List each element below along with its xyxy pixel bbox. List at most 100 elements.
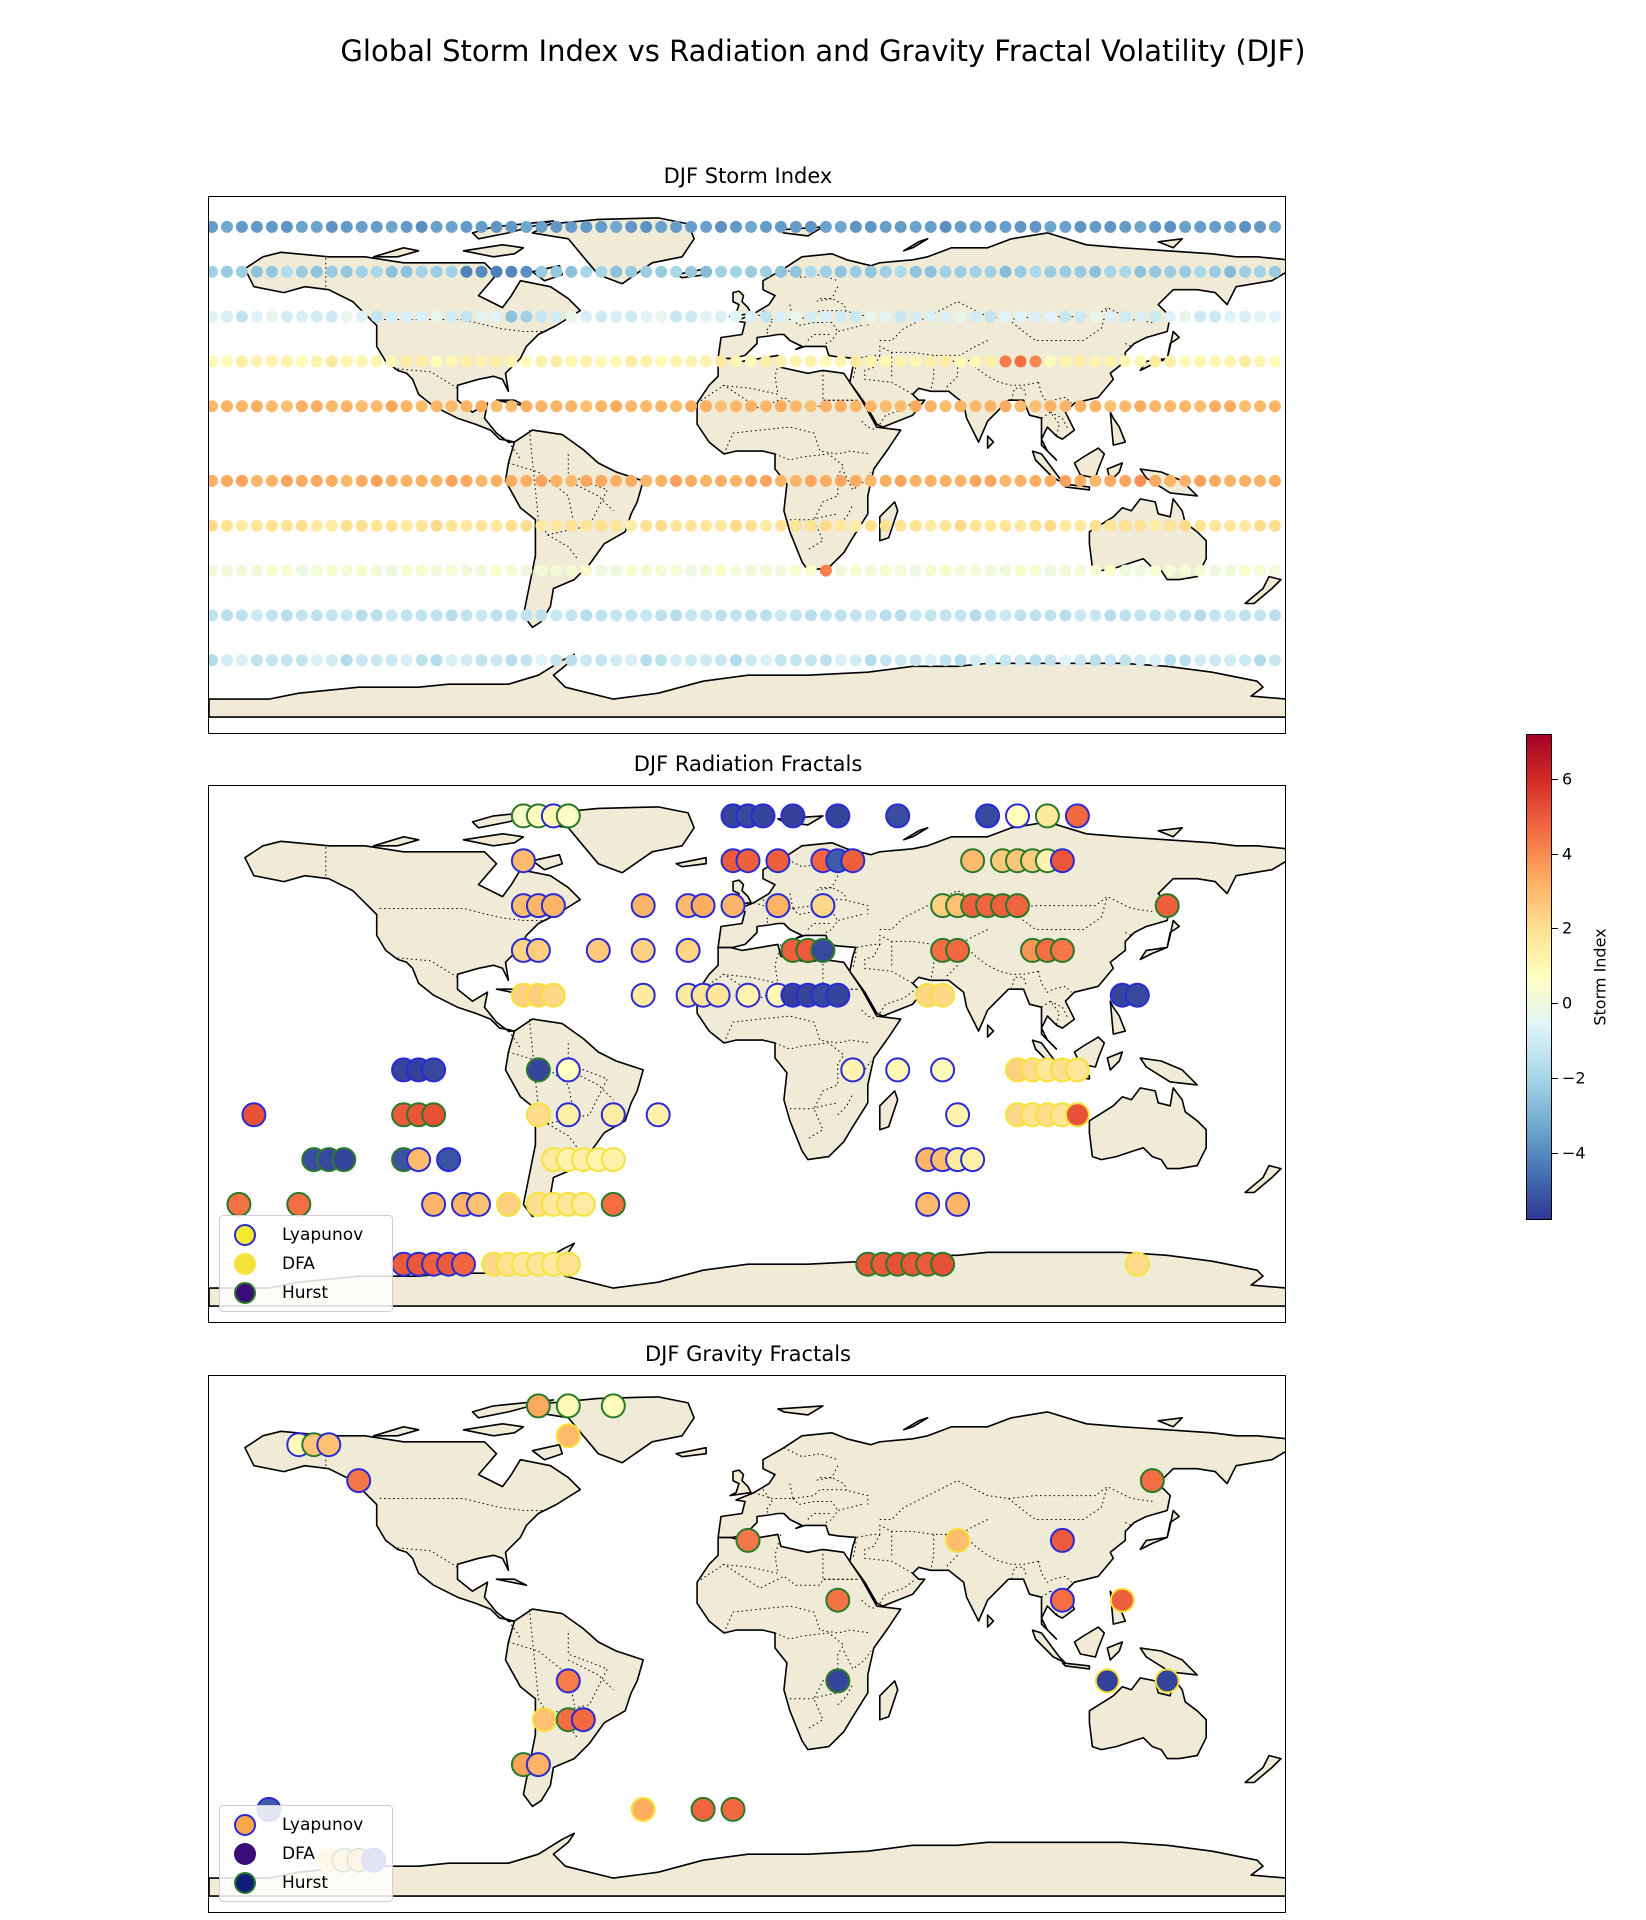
fractal-point (600, 1147, 626, 1173)
storm-point (1089, 355, 1102, 368)
storm-point (235, 564, 248, 577)
storm-point (864, 310, 877, 323)
storm-point (1209, 519, 1222, 532)
storm-point (804, 654, 817, 667)
storm-point (1044, 474, 1057, 487)
storm-point (834, 519, 847, 532)
storm-point (760, 310, 772, 323)
storm-point (700, 310, 713, 323)
storm-point (939, 265, 952, 278)
storm-point (1194, 564, 1207, 577)
fractal-point (765, 848, 791, 874)
country-border (843, 1650, 872, 1670)
storm-point (894, 310, 907, 323)
storm-point (280, 519, 293, 532)
storm-point (804, 355, 817, 368)
storm-point (580, 310, 593, 323)
storm-point (580, 400, 593, 413)
legend-marker (234, 1871, 256, 1894)
legend-label: DFA (282, 1843, 315, 1864)
storm-point (490, 654, 503, 667)
storm-point (1134, 474, 1147, 487)
fractal-point (705, 982, 731, 1008)
storm-point (250, 474, 263, 487)
fractal-point (780, 803, 806, 829)
storm-point (595, 220, 608, 233)
storm-point (730, 310, 742, 323)
fractal-point (690, 1796, 716, 1822)
storm-point (1254, 519, 1266, 532)
storm-point (595, 564, 608, 577)
landmass (902, 237, 929, 252)
country-border (822, 370, 859, 401)
storm-point (580, 564, 593, 577)
storm-point (1194, 310, 1207, 323)
storm-point (700, 220, 713, 233)
storm-point (1014, 474, 1027, 487)
landmass (495, 1578, 528, 1586)
storm-point (1239, 310, 1252, 323)
storm-point (1014, 519, 1027, 532)
storm-point (999, 564, 1012, 577)
storm-point (655, 355, 668, 368)
storm-point (894, 474, 907, 487)
storm-point (774, 310, 787, 323)
landmass (986, 1614, 995, 1628)
fractal-point (720, 893, 746, 919)
storm-point (445, 220, 458, 233)
storm-point (221, 265, 233, 278)
storm-point (1074, 519, 1087, 532)
storm-point (760, 220, 772, 233)
storm-point (879, 400, 892, 413)
storm-point (834, 654, 847, 667)
country-border (789, 513, 838, 521)
storm-point (760, 609, 772, 622)
storm-point (1179, 400, 1192, 413)
storm-point (999, 355, 1012, 368)
storm-point (505, 220, 518, 233)
fractal-point (630, 937, 656, 963)
storm-point (565, 220, 578, 233)
storm-point (1089, 564, 1102, 577)
storm-point (1239, 654, 1252, 667)
storm-point (625, 654, 638, 667)
storm-point (789, 355, 802, 368)
country-border (864, 944, 913, 984)
storm-point (1074, 355, 1087, 368)
country-border (852, 947, 857, 969)
storm-point (265, 654, 278, 667)
storm-point (520, 265, 533, 278)
storm-point (1014, 654, 1027, 667)
storm-point (760, 400, 772, 413)
storm-point (520, 654, 533, 667)
storm-point (1164, 220, 1177, 233)
country-border (508, 1030, 521, 1050)
storm-point (550, 400, 563, 413)
storm-point (325, 609, 338, 622)
storm-point (1059, 220, 1072, 233)
storm-point (745, 654, 757, 667)
storm-point (655, 474, 668, 487)
storm-point (280, 474, 293, 487)
legend-entry-dfa: DFA (226, 1839, 386, 1868)
legend-entry-hurst: Hurst (226, 1278, 386, 1307)
storm-point (250, 310, 263, 323)
storm-point (505, 609, 518, 622)
storm-point (490, 265, 503, 278)
storm-point (400, 265, 413, 278)
storm-point (984, 474, 997, 487)
fractal-point (555, 1057, 581, 1083)
storm-point (460, 564, 473, 577)
storm-point (250, 519, 263, 532)
storm-point (730, 220, 742, 233)
country-border (864, 1534, 913, 1574)
storm-point (445, 564, 458, 577)
storm-point (894, 220, 907, 233)
storm-point (1209, 310, 1222, 323)
storm-point (1014, 355, 1027, 368)
storm-point (789, 310, 802, 323)
storm-point (685, 400, 698, 413)
storm-point (819, 564, 832, 577)
storm-point (700, 474, 713, 487)
storm-point (1164, 564, 1177, 577)
